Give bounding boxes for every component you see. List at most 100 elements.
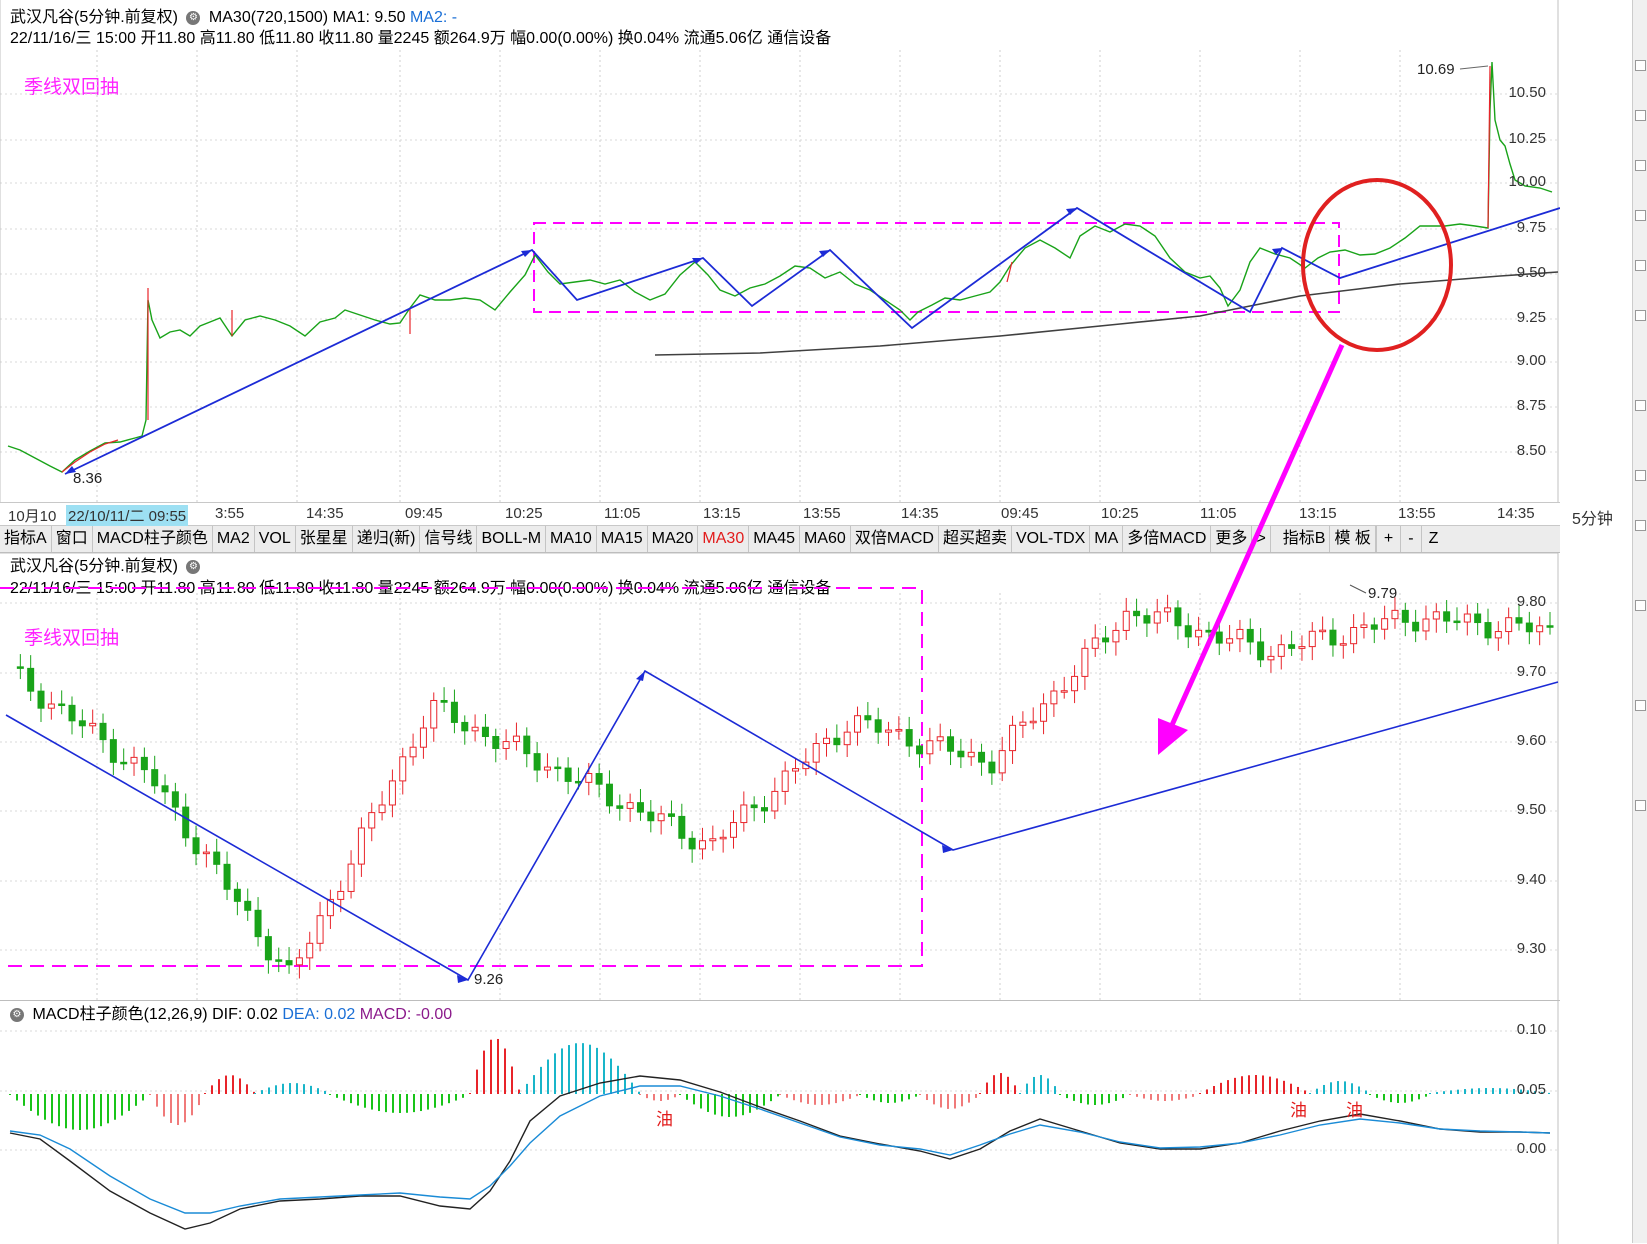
quote-line: 22/11/16/三 15:00 开11.80 高11.80 低11.80 收1… [10,30,832,47]
tab-ma30[interactable]: MA30 [698,526,750,552]
tab-ma45[interactable]: MA45 [749,526,801,552]
time-label: 13:15 [1299,505,1337,522]
candle-body [481,726,489,738]
candle-body [1360,624,1368,628]
tab-ma2[interactable]: MA2 [213,526,255,552]
mid-price-panel[interactable]: 武汉凡谷(5分钟.前复权) ⚙ 22/11/16/三 15:00 开11.80 … [0,553,1560,1000]
candle-body [636,802,644,813]
time-label: 14:35 [306,505,344,522]
tab-macd-color[interactable]: MACD柱子颜色 [93,526,213,552]
candle-body [957,750,965,758]
candle-body [1133,610,1141,617]
oil-marker: 油 [1346,1101,1363,1120]
macd-panel[interactable]: ⚙ MACD柱子颜色(12,26,9) DIF: 0.02 DEA: 0.02 … [0,1000,1560,1244]
tab-template[interactable]: 模 板 [1330,526,1376,552]
gear-icon[interactable]: ⚙ [186,10,201,25]
zoom-out-button[interactable]: - [1400,526,1420,552]
candle-body [988,761,996,774]
candle-body [926,740,934,755]
top-axis-1025: 10.25 [1508,130,1546,147]
tab-multi-macd[interactable]: 多倍MACD [1123,526,1212,552]
tab-indicator-a[interactable]: 指标A [0,526,52,552]
candle-body [698,840,706,850]
period-label[interactable]: 5分钟 [1572,511,1613,528]
candle-body [254,909,262,938]
macd-name: MACD柱子颜色(12,26,9) [32,1006,208,1023]
candle-body [967,751,975,758]
top-price-panel[interactable]: 武汉凡谷(5分钟.前复权) ⚙ MA30(720,1500) MA1: 9.50… [0,0,1560,502]
candle-body [1122,610,1130,631]
candle-body [1029,720,1037,724]
candle-body [905,729,913,747]
candle-body [68,704,76,722]
macd-axis-000: 0.00 [1516,1140,1546,1157]
candle-body [419,727,427,748]
tab-vol[interactable]: VOL [255,526,296,552]
right-scrollbar[interactable] [1632,0,1647,1243]
time-label: 14:35 [901,505,939,522]
tab-overbought[interactable]: 超买超卖 [939,526,1012,552]
z-button[interactable]: Z [1420,526,1446,552]
candle-body [1019,721,1027,726]
tab-ma60[interactable]: MA60 [800,526,851,552]
candle-body [1329,629,1337,646]
candle-body [1525,622,1533,633]
tab-window[interactable]: 窗口 [52,526,93,552]
tab-vol-tdx[interactable]: VOL-TDX [1012,526,1091,552]
candle-body [1350,626,1358,645]
candle-body [326,898,334,917]
candle-body [316,915,324,944]
candle-body [1432,611,1440,620]
ma-params: MA30(720,1500) [208,9,329,26]
candle-body [502,741,510,749]
time-label: 13:55 [1398,505,1436,522]
tab-ma[interactable]: MA [1090,526,1124,552]
tab-more[interactable]: 更多 [1211,526,1253,552]
tab-next-arrow[interactable]: > [1252,526,1271,552]
tab-double-macd[interactable]: 双倍MACD [851,526,939,552]
candle-body [409,746,417,758]
candle-body [161,785,169,793]
tab-boll-m[interactable]: BOLL-M [477,526,547,552]
candle-body [843,731,851,746]
candle-body [130,756,138,764]
candle-body [182,806,190,839]
tab-ma15[interactable]: MA15 [597,526,648,552]
mid-axis-930: 9.30 [1516,940,1546,957]
candle-body [916,745,924,755]
candle-body [1195,629,1203,638]
macd-chart[interactable]: 油 油 油 [0,1001,1560,1244]
candle-body [1484,622,1492,639]
candle-body [47,703,55,709]
gear-icon[interactable]: ⚙ [186,559,201,574]
candle-body [812,743,820,763]
tab-indicator-b[interactable]: 指标B [1279,526,1331,552]
candle-body [295,957,303,966]
candle-body [99,722,107,741]
candle-body [1246,628,1254,643]
candle-body [1515,617,1523,624]
candle-body [1143,615,1151,624]
candle-body [523,735,531,755]
candle-body [1453,620,1461,624]
candle-body [760,807,768,812]
top-axis-925: 9.25 [1516,309,1546,326]
gear-icon[interactable]: ⚙ [10,1007,24,1022]
pattern-label: 季线双回抽 [24,77,120,98]
tab-ma10[interactable]: MA10 [546,526,597,552]
top-chart[interactable]: 10.69 8.36 [0,0,1560,502]
mid-axis-940: 9.40 [1516,871,1546,888]
tab-zhangxingxing[interactable]: 张星星 [296,526,353,552]
candle-body [616,805,624,809]
candle-body [213,851,221,865]
tab-signal-line[interactable]: 信号线 [420,526,478,552]
macd-dea: DEA: 0.02 [282,1006,356,1023]
macd-value: MACD: -0.00 [359,1006,453,1023]
tab-recursive[interactable]: 递归(新) [353,526,421,552]
tab-ma20[interactable]: MA20 [648,526,699,552]
candle-body [1494,631,1502,639]
mid-chart[interactable]: 9.79 9.26 [0,553,1560,1000]
zoom-in-button[interactable]: + [1375,526,1400,552]
candle-body [1091,637,1099,649]
mid-axis-960: 9.60 [1516,732,1546,749]
